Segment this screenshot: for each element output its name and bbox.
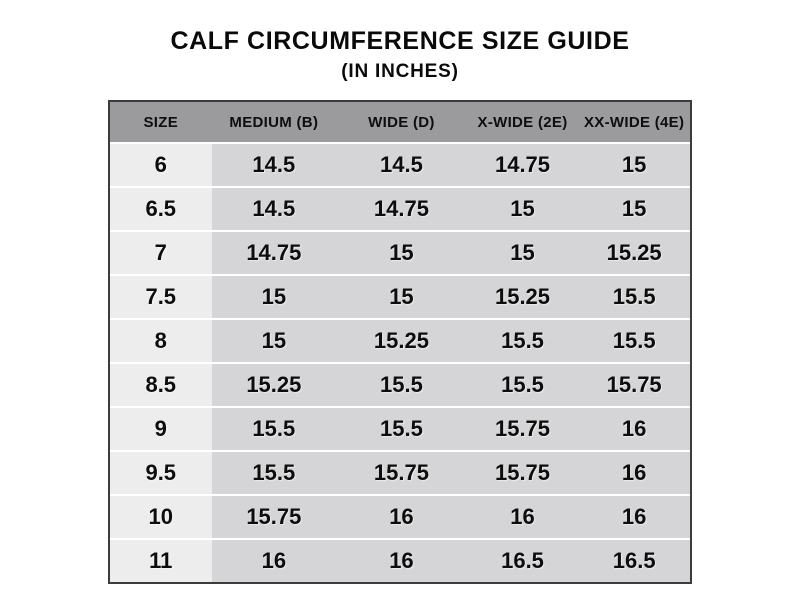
value-cell: 15.5 xyxy=(578,276,690,318)
value-cell: 15.5 xyxy=(578,320,690,362)
value-cell: 14.5 xyxy=(211,144,337,186)
table-row: 6.5 14.5 14.75 15 15 xyxy=(110,188,690,230)
value-cell: 15.25 xyxy=(466,276,579,318)
size-cell: 8.5 xyxy=(110,364,212,406)
value-cell: 15 xyxy=(578,188,690,230)
value-cell: 16 xyxy=(211,540,337,582)
value-cell: 15.75 xyxy=(466,452,579,494)
table-row: 9 15.5 15.5 15.75 16 xyxy=(110,408,690,450)
column-header-x-wide: X-WIDE (2E) xyxy=(477,113,568,131)
page-subtitle: (IN INCHES) xyxy=(341,61,459,82)
value-cell: 15.5 xyxy=(211,452,337,494)
value-cell: 15.75 xyxy=(211,496,337,538)
value-cell: 15 xyxy=(578,144,690,186)
value-cell: 15.75 xyxy=(578,364,690,406)
table-row: 7.5 15 15 15.25 15.5 xyxy=(110,276,690,318)
size-cell: 8 xyxy=(110,320,212,362)
table-row: 8 15 15.25 15.5 15.5 xyxy=(110,320,690,362)
value-cell: 16 xyxy=(336,496,467,538)
value-cell: 15.25 xyxy=(578,232,690,274)
value-cell: 16 xyxy=(578,452,690,494)
value-cell: 15.25 xyxy=(336,320,467,362)
value-cell: 14.5 xyxy=(211,188,337,230)
page-title: CALF CIRCUMFERENCE SIZE GUIDE xyxy=(170,27,630,55)
size-cell: 9 xyxy=(110,408,212,450)
size-cell: 9.5 xyxy=(110,452,212,494)
value-cell: 16 xyxy=(578,408,690,450)
size-cell: 7.5 xyxy=(110,276,212,318)
column-header-medium: MEDIUM (B) xyxy=(229,113,319,131)
table-row: 8.5 15.25 15.5 15.5 15.75 xyxy=(110,364,690,406)
size-cell: 7 xyxy=(110,232,212,274)
value-cell: 15 xyxy=(336,276,467,318)
size-cell: 6.5 xyxy=(110,188,212,230)
table-header-row: SIZE MEDIUM (B) WIDE (D) X-WIDE (2E) XX-… xyxy=(110,102,690,142)
value-cell: 15.25 xyxy=(211,364,337,406)
value-cell: 16.5 xyxy=(578,540,690,582)
value-cell: 15.75 xyxy=(336,452,467,494)
size-cell: 10 xyxy=(110,496,212,538)
value-cell: 16.5 xyxy=(466,540,579,582)
value-cell: 14.75 xyxy=(336,188,467,230)
table-row: 7 14.75 15 15 15.25 xyxy=(110,232,690,274)
size-cell: 11 xyxy=(110,540,212,582)
value-cell: 16 xyxy=(336,540,467,582)
value-cell: 15.5 xyxy=(466,320,579,362)
size-guide-table: SIZE MEDIUM (B) WIDE (D) X-WIDE (2E) XX-… xyxy=(108,100,692,584)
value-cell: 15.5 xyxy=(336,408,467,450)
value-cell: 16 xyxy=(466,496,579,538)
value-cell: 15 xyxy=(466,232,579,274)
table-row: 10 15.75 16 16 16 xyxy=(110,496,690,538)
table-row: 11 16 16 16.5 16.5 xyxy=(110,540,690,582)
value-cell: 15.5 xyxy=(336,364,467,406)
value-cell: 14.75 xyxy=(211,232,337,274)
value-cell: 15 xyxy=(466,188,579,230)
value-cell: 15.75 xyxy=(466,408,579,450)
table-row: 6 14.5 14.5 14.75 15 xyxy=(110,144,690,186)
value-cell: 15.5 xyxy=(466,364,579,406)
value-cell: 14.5 xyxy=(336,144,467,186)
value-cell: 15 xyxy=(211,320,337,362)
column-header-xx-wide: XX-WIDE (4E) xyxy=(584,113,685,131)
value-cell: 15 xyxy=(336,232,467,274)
table-row: 9.5 15.5 15.75 15.75 16 xyxy=(110,452,690,494)
value-cell: 15 xyxy=(211,276,337,318)
table-body: 6 14.5 14.5 14.75 15 6.5 14.5 14.75 15 1… xyxy=(110,144,690,582)
value-cell: 14.75 xyxy=(466,144,579,186)
column-header-wide: WIDE (D) xyxy=(368,113,435,131)
value-cell: 16 xyxy=(578,496,690,538)
column-header-size: SIZE xyxy=(143,113,179,131)
size-cell: 6 xyxy=(110,144,212,186)
value-cell: 15.5 xyxy=(211,408,337,450)
